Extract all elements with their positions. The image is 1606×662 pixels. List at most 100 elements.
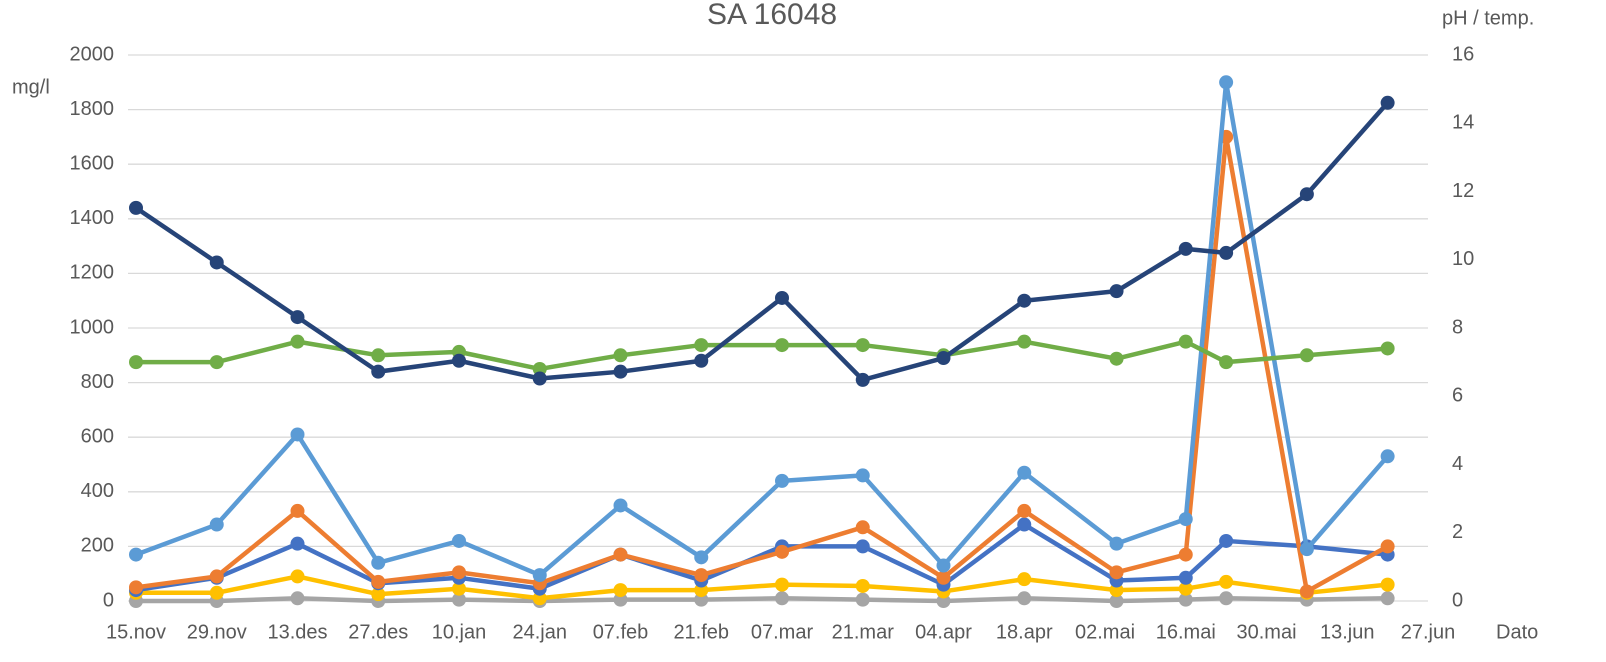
data-point [775, 577, 789, 592]
y-tick-label: 1600 [70, 152, 115, 174]
y2-tick-label: 8 [1452, 316, 1463, 338]
data-point [1219, 533, 1234, 548]
data-point [775, 338, 789, 353]
x-tick-label: 13.des [267, 621, 327, 643]
data-point [855, 592, 870, 607]
data-point [290, 427, 305, 442]
data-point [1178, 592, 1193, 607]
y2-axis-label: pH / temp. [1442, 7, 1534, 29]
data-point [1017, 465, 1032, 480]
data-point [855, 372, 870, 387]
x-tick-label: 21.mar [832, 621, 895, 643]
data-point [532, 568, 547, 583]
data-point [1380, 577, 1395, 592]
data-point [1380, 449, 1395, 464]
data-point [855, 539, 870, 554]
data-point [1299, 542, 1314, 557]
y-tick-label: 200 [81, 535, 114, 557]
data-point [532, 371, 547, 386]
data-point [855, 578, 870, 593]
data-point [290, 503, 305, 518]
data-point [775, 290, 789, 305]
x-tick-label: 24.jan [513, 621, 568, 643]
data-point [694, 568, 709, 583]
data-point [1109, 351, 1124, 366]
data-point [371, 348, 386, 363]
data-point [1380, 539, 1395, 554]
y2-tick-label: 0 [1452, 589, 1463, 611]
data-point [694, 550, 709, 565]
data-point [1178, 547, 1193, 562]
data-point [1017, 503, 1032, 518]
data-point [1178, 581, 1193, 596]
data-point [1219, 591, 1234, 606]
x-tick-label: 15.nov [106, 621, 166, 643]
y-axis-label: mg/l [12, 76, 50, 98]
data-point [1017, 293, 1032, 308]
data-point [371, 555, 386, 570]
series-line [135, 80, 1390, 578]
data-point [129, 580, 143, 595]
data-point [290, 334, 305, 349]
data-point [855, 520, 870, 535]
data-point [1109, 565, 1124, 580]
data-point [1017, 591, 1032, 606]
data-point [1109, 594, 1124, 608]
y-tick-label: 0 [103, 589, 114, 611]
data-point [694, 338, 709, 353]
data-point [1299, 348, 1314, 363]
y-tick-label: 1400 [70, 207, 115, 229]
data-point [452, 353, 466, 368]
data-point [209, 255, 224, 270]
data-point [936, 351, 951, 366]
data-point [290, 310, 305, 325]
x-tick-label: 04.apr [915, 621, 972, 643]
data-point [1219, 574, 1234, 589]
series-line [136, 574, 1388, 601]
data-point [1219, 245, 1234, 260]
y2-tick-label: 6 [1452, 385, 1463, 407]
y2-tick-label: 4 [1452, 453, 1463, 475]
data-point [1017, 572, 1032, 587]
data-point [855, 468, 870, 483]
data-point [1178, 241, 1193, 256]
data-point [855, 338, 870, 353]
x-tick-label: 13.jun [1320, 621, 1375, 643]
data-point [1219, 355, 1234, 370]
y2-tick-label: 14 [1452, 112, 1474, 134]
data-point [129, 200, 143, 215]
chart-title: SA 16048 [707, 0, 837, 31]
data-point [452, 581, 466, 596]
x-tick-label: 27.des [348, 621, 408, 643]
data-point [452, 592, 466, 607]
x-tick-label: 02.mai [1075, 621, 1135, 643]
data-point [775, 473, 789, 488]
y-tick-label: 2000 [70, 43, 115, 65]
data-point [1380, 591, 1395, 606]
x-axis-label: Dato [1496, 621, 1538, 643]
data-point [209, 585, 224, 600]
y-tick-label: 800 [81, 371, 114, 393]
data-point [1109, 536, 1124, 551]
data-point [209, 355, 224, 370]
data-point [613, 348, 628, 363]
series-line [136, 596, 1388, 604]
y2-tick-label: 10 [1452, 248, 1474, 270]
y-tick-label: 400 [81, 480, 114, 502]
data-point [209, 569, 224, 584]
data-point [452, 533, 466, 548]
data-point [290, 536, 305, 551]
data-point [1219, 75, 1234, 90]
data-point [1178, 512, 1193, 527]
x-tick-label: 16.mai [1156, 621, 1216, 643]
data-point [371, 587, 386, 602]
y-tick-label: 600 [81, 425, 114, 447]
data-point [775, 544, 789, 559]
data-point [1109, 284, 1124, 299]
data-point [613, 583, 628, 598]
data-point [1380, 341, 1395, 356]
x-tick-label: 30.mai [1236, 621, 1296, 643]
x-tick-label: 07.mar [751, 621, 814, 643]
y-tick-label: 1200 [70, 262, 115, 284]
